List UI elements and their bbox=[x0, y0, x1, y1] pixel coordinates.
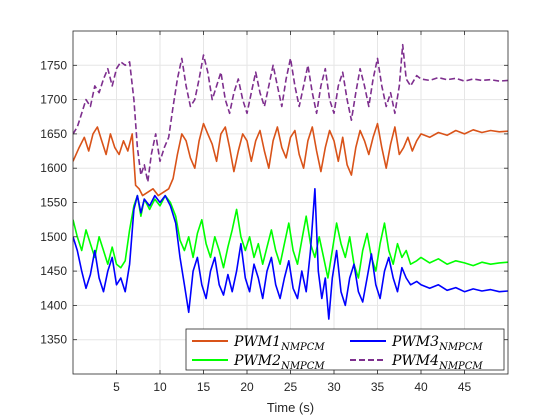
y-tick-label: 1450 bbox=[40, 264, 67, 278]
x-axis-label: Time (s) bbox=[267, 400, 314, 415]
y-tick-label: 1650 bbox=[40, 127, 67, 141]
legend-entry-pwm4: PWM4NMPCM bbox=[391, 353, 483, 372]
x-tick-label: 40 bbox=[414, 380, 428, 394]
y-tick-label: 1600 bbox=[40, 161, 67, 175]
legend-entry-pwm1: PWM1NMPCM bbox=[233, 334, 325, 353]
x-tick-label: 10 bbox=[153, 380, 167, 394]
legend-entry-pwm2: PWM2NMPCM bbox=[233, 353, 325, 372]
y-tick-label: 1350 bbox=[40, 333, 67, 347]
y-tick-label: 1700 bbox=[40, 93, 67, 107]
y-tick-label: 1550 bbox=[40, 196, 67, 210]
x-tick-label: 45 bbox=[458, 380, 472, 394]
axes: 5 10 15 20 25 30 35 40 45 1350 1400 1450 1500 1550 160… bbox=[40, 31, 508, 394]
series-line-pwm1 bbox=[73, 122, 508, 197]
x-tick-label: 20 bbox=[240, 380, 254, 394]
legend-entry-subscript: NMPCM bbox=[280, 361, 325, 372]
x-tick-label: 15 bbox=[197, 380, 211, 394]
series-line-pwm4 bbox=[73, 43, 508, 183]
legend-entry-name: PWM1 bbox=[233, 334, 281, 350]
legend-entry-name: PWM4 bbox=[391, 353, 439, 369]
y-tick-label: 1500 bbox=[40, 230, 67, 244]
legend-entry-subscript: NMPCM bbox=[280, 342, 325, 353]
x-tick-label: 30 bbox=[327, 380, 341, 394]
y-tick-label: 1750 bbox=[40, 58, 67, 72]
legend-entry-name: PWM2 bbox=[233, 353, 281, 369]
legend-entry-name: PWM3 bbox=[391, 334, 439, 350]
y-tick-label: 1400 bbox=[40, 298, 67, 312]
legend-entry-pwm3: PWM3NMPCM bbox=[391, 334, 483, 353]
x-tick-label: 35 bbox=[371, 380, 385, 394]
legend-box bbox=[185, 328, 505, 371]
series-line-pwm3 bbox=[73, 188, 508, 320]
x-tick-label: 5 bbox=[113, 380, 120, 394]
series-group bbox=[73, 43, 508, 320]
x-tick-label: 25 bbox=[284, 380, 298, 394]
legend-entry-subscript: NMPCM bbox=[438, 361, 483, 372]
legend-entry-subscript: NMPCM bbox=[438, 342, 483, 353]
